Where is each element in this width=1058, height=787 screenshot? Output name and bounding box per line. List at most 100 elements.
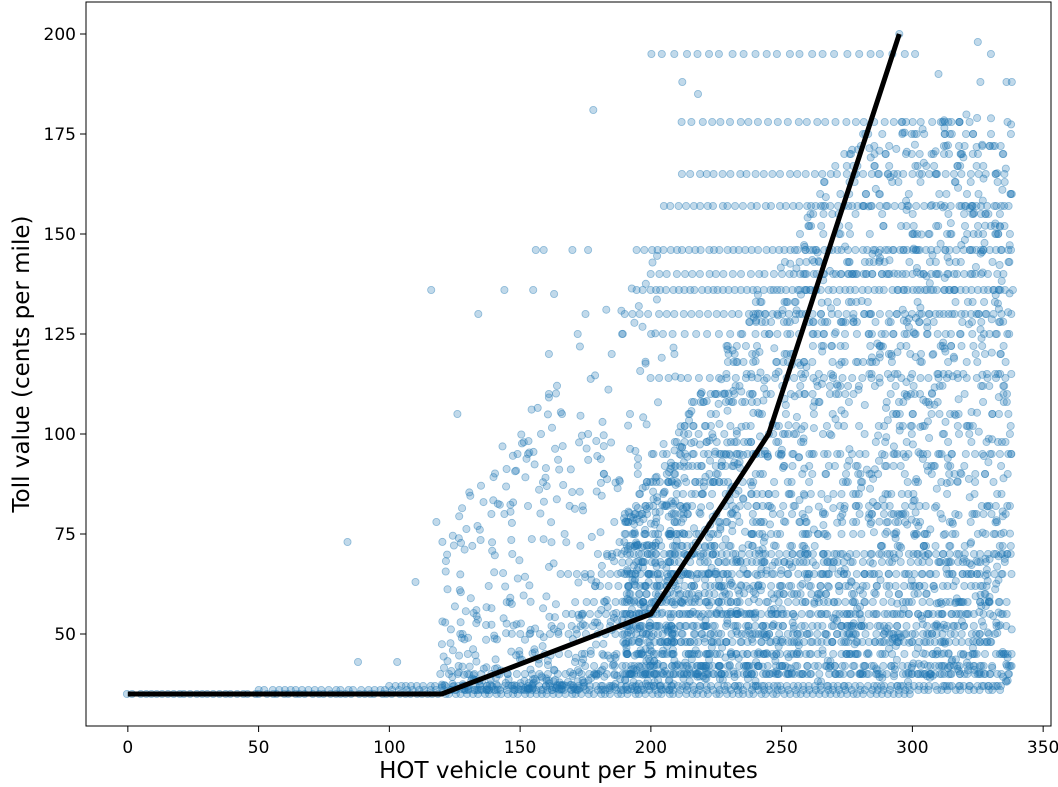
scatter-point-1354	[665, 690, 674, 699]
scatter-point-4312	[527, 405, 536, 414]
scatter-point-66	[768, 169, 777, 178]
scatter-point-427	[972, 373, 981, 382]
scatter-point-3059	[874, 169, 883, 178]
scatter-point-392	[1003, 329, 1012, 338]
scatter-point-434	[689, 449, 698, 458]
scatter-point-861	[792, 638, 801, 647]
scatter-point-1022	[871, 670, 880, 679]
scatter-point-1341	[589, 690, 598, 699]
scatter-point-1040	[407, 682, 416, 691]
scatter-point-3808	[802, 362, 811, 371]
scatter-point-1081	[645, 682, 654, 691]
scatter-point-4508	[589, 106, 598, 115]
scatter-point-1126	[904, 682, 913, 691]
scatter-point-1074	[605, 682, 614, 691]
scatter-point-355	[967, 309, 976, 318]
scatter-point-253	[669, 285, 678, 294]
scatter-point-1355	[669, 690, 678, 699]
scatter-point-3712	[737, 387, 746, 396]
scatter-point-91	[974, 169, 983, 178]
scatter-point-237	[927, 269, 936, 278]
scatter-point-1498	[728, 652, 737, 661]
scatter-point-754	[675, 622, 684, 631]
scatter-point-1933	[973, 357, 982, 366]
scatter-point-999	[683, 670, 692, 679]
scatter-point-3644	[710, 477, 719, 486]
scatter-point-1339	[577, 690, 586, 699]
scatter-point-93	[991, 169, 1000, 178]
scatter-point-1032	[956, 670, 965, 679]
scatter-point-67	[776, 169, 785, 178]
scatter-point-645	[582, 598, 591, 607]
scatter-point-3877	[945, 662, 954, 671]
scatter-point-419	[897, 373, 906, 382]
scatter-point-1791	[995, 209, 1004, 218]
scatter-point-3028	[936, 623, 945, 632]
scatter-point-3407	[757, 570, 766, 579]
scatter-point-338	[827, 309, 836, 318]
scatter-point-43	[859, 118, 868, 127]
scatter-point-274	[788, 285, 797, 294]
scatter-point-3491	[744, 622, 753, 631]
scatter-point-4049	[448, 646, 457, 655]
scatter-point-291	[888, 285, 897, 294]
scatter-point-3173	[910, 531, 919, 540]
scatter-point-469	[696, 550, 705, 559]
scatter-point-3776	[667, 550, 676, 559]
scatter-point-780	[923, 622, 932, 631]
scatter-point-854	[743, 638, 752, 647]
scatter-point-4156	[636, 366, 645, 375]
scatter-point-751	[646, 622, 655, 631]
scatter-point-2912	[739, 357, 748, 366]
scatter-point-2160	[989, 477, 998, 486]
scatter-point-532	[830, 558, 839, 567]
scatter-point-2185	[905, 314, 914, 323]
scatter-point-250	[652, 285, 661, 294]
scatter-point-3725	[720, 429, 729, 438]
scatter-point-3684	[1002, 660, 1011, 669]
scatter-point-1008	[759, 670, 768, 679]
scatter-point-762	[751, 622, 760, 631]
scatter-point-4507	[550, 289, 559, 298]
scatter-point-823	[861, 630, 870, 639]
scatter-point-2329	[936, 201, 945, 210]
scatter-point-3983	[659, 646, 668, 655]
scatter-point-95	[659, 201, 668, 210]
scatter-point-472	[717, 550, 726, 559]
scatter-point-3671	[770, 344, 779, 353]
scatter-point-3658	[866, 201, 875, 210]
scatter-point-199	[985, 245, 994, 254]
scatter-point-2981	[885, 501, 894, 510]
scatter-point-377	[830, 329, 839, 338]
scatter-point-194	[952, 245, 961, 254]
scatter-point-625	[796, 582, 805, 591]
scatter-point-1432	[728, 509, 737, 518]
scatter-point-3967	[960, 670, 969, 679]
scatter-point-1135	[955, 682, 964, 691]
scatter-point-1127	[909, 682, 918, 691]
scatter-point-453	[961, 449, 970, 458]
scatter-point-474	[731, 550, 740, 559]
scatter-point-846	[686, 638, 695, 647]
scatter-point-2742	[805, 477, 814, 486]
scatter-point-985	[569, 670, 578, 679]
scatter-point-2760	[828, 409, 837, 418]
scatter-point-28	[716, 118, 725, 127]
scatter-point-3266	[750, 595, 759, 604]
scatter-point-3447	[785, 317, 794, 326]
scatter-point-4530	[633, 469, 642, 478]
scatter-point-3129	[1003, 653, 1012, 662]
scatter-point-1357	[682, 690, 691, 699]
scatter-point-3324	[857, 622, 866, 631]
scatter-point-4472	[545, 562, 554, 571]
scatter-point-1075	[609, 682, 618, 691]
scatter-point-945	[744, 662, 753, 671]
scatter-point-639	[929, 582, 938, 591]
scatter-point-1	[657, 50, 666, 59]
scatter-point-1418	[840, 501, 849, 510]
scatter-point-3817	[920, 542, 929, 551]
scatter-point-743	[567, 622, 576, 631]
scatter-point-3816	[814, 590, 823, 599]
scatter-point-4012	[627, 284, 636, 293]
